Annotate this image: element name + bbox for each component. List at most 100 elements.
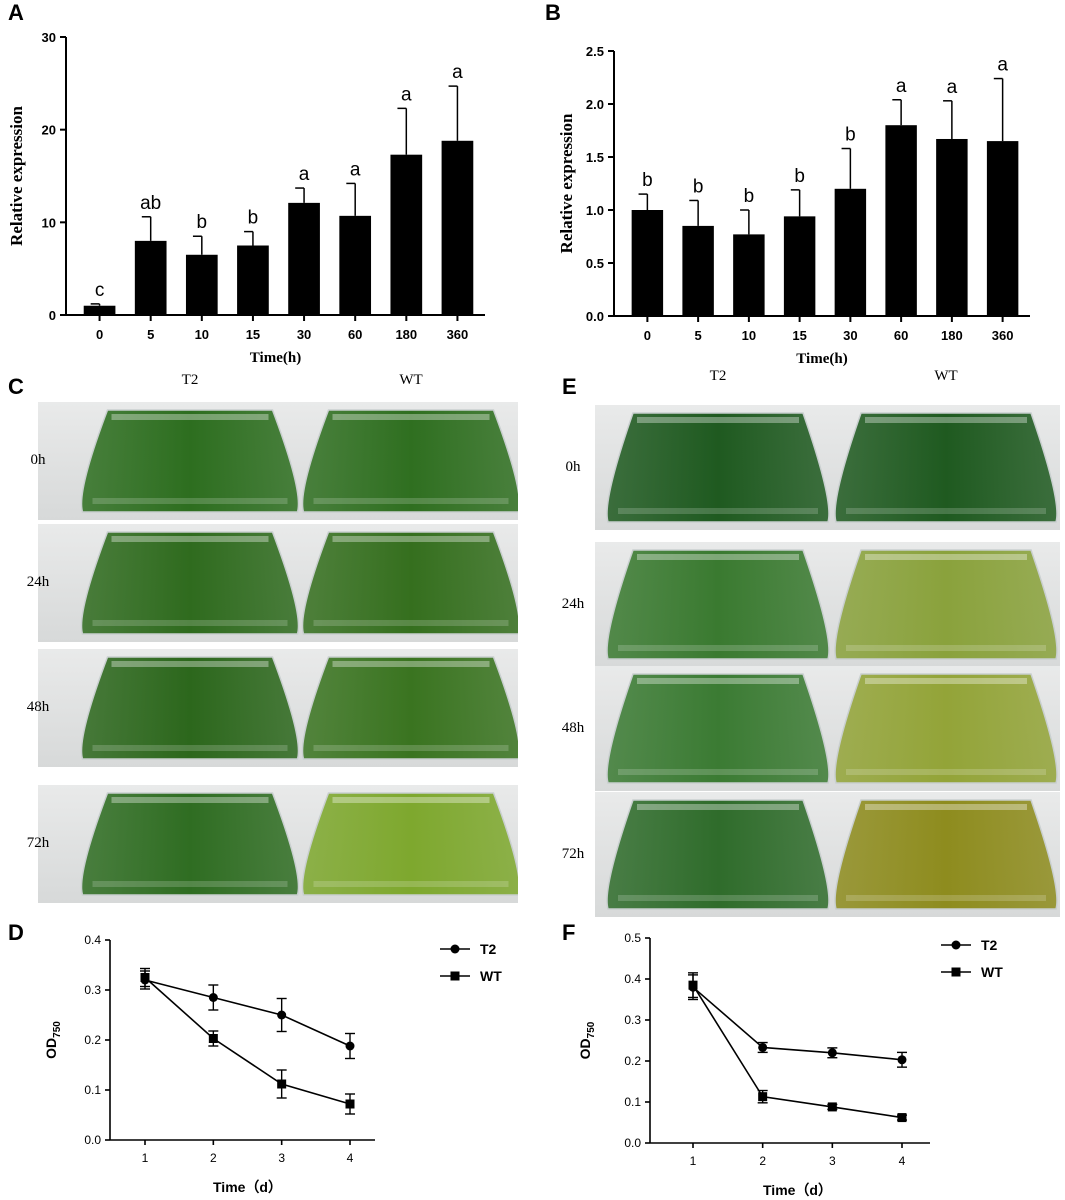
x-tick-label: 360 <box>992 328 1014 343</box>
flask-culture-t2 <box>606 673 830 784</box>
data-point-square <box>140 973 150 982</box>
flask-meniscus <box>332 414 490 420</box>
x-tick-label: 3 <box>278 1151 285 1165</box>
significance-letter: b <box>642 170 653 191</box>
legend-label: WT <box>981 964 1003 980</box>
flask-pair-48h <box>80 656 518 760</box>
flask-pair-48h <box>606 673 1058 784</box>
photo-panel-e: T2 WT 0h 24h 48h 72h <box>555 368 1065 917</box>
y-tick-label: 1.0 <box>586 203 604 218</box>
x-tick-label: 5 <box>695 328 702 343</box>
flask-culture-wt <box>834 799 1058 910</box>
photo-row-72h <box>38 785 518 903</box>
significance-letter: a <box>947 77 958 98</box>
y-axis-label: OD750 <box>43 1021 63 1059</box>
flask-culture-t2 <box>606 412 830 523</box>
column-label-wt: WT <box>934 368 958 384</box>
legend-marker-square <box>951 967 961 977</box>
legend-label: T2 <box>480 941 497 957</box>
y-tick-label: 0.0 <box>624 1136 641 1150</box>
y-tick-label: 0.1 <box>624 1095 641 1109</box>
significance-letter: a <box>997 55 1008 76</box>
x-tick-label: 1 <box>142 1151 149 1165</box>
data-point-circle <box>208 993 218 1002</box>
panel-letter-b: B <box>545 0 561 25</box>
flask-culture-wt <box>834 412 1058 523</box>
flask-culture-t2 <box>80 409 300 513</box>
flask-reflection <box>92 498 288 504</box>
photo-row-0h <box>595 405 1060 530</box>
bar <box>339 215 372 315</box>
y-tick-label: 0.3 <box>624 1013 641 1027</box>
significance-letter: b <box>248 208 259 229</box>
bar <box>390 154 423 315</box>
row-label-72h: 72h <box>26 835 50 851</box>
y-tick-label: 10 <box>42 215 56 230</box>
flask-culture-t2 <box>80 531 300 635</box>
significance-letter: b <box>197 212 208 233</box>
x-tick-label: 3 <box>829 1154 836 1168</box>
bar <box>83 305 116 315</box>
significance-letter: c <box>95 280 105 301</box>
photo-row-72h <box>595 792 1060 917</box>
y-tick-label: 2.5 <box>586 44 604 59</box>
flask-reflection <box>846 508 1046 514</box>
bar <box>936 138 968 316</box>
x-tick-label: 180 <box>395 327 417 342</box>
flask-reflection <box>313 498 509 504</box>
flask-meniscus <box>332 661 490 667</box>
photo-row-48h <box>38 649 518 767</box>
y-tick-label: 0 <box>49 308 56 323</box>
bar <box>185 254 218 315</box>
y-axis-label: Relative expression <box>557 113 576 253</box>
flask-reflection <box>618 645 818 651</box>
flask-meniscus <box>637 678 799 684</box>
y-tick-label: 30 <box>42 30 56 45</box>
data-point-square <box>897 1113 907 1123</box>
data-point-square <box>208 1034 218 1043</box>
photo-row-24h <box>595 542 1060 667</box>
flask-reflection <box>313 745 509 751</box>
x-tick-label: 30 <box>297 327 311 342</box>
bar <box>885 125 917 316</box>
data-point-square <box>758 1092 768 1102</box>
panel-letter-a: A <box>8 0 24 25</box>
flask-reflection <box>618 508 818 514</box>
legend-marker-circle <box>450 944 460 954</box>
panel-letter-e: E <box>562 374 577 399</box>
flask-reflection <box>846 769 1046 775</box>
flask-reflection <box>313 620 509 626</box>
legend-label: T2 <box>981 937 998 953</box>
y-tick-label: 0.2 <box>624 1054 641 1068</box>
series-line-t2 <box>144 979 351 1047</box>
bar <box>834 188 867 316</box>
y-tick-label: 20 <box>42 123 56 138</box>
flask-meniscus <box>111 797 269 803</box>
flask-meniscus <box>332 536 490 542</box>
flask-meniscus <box>332 797 490 803</box>
flask-reflection <box>92 745 288 751</box>
y-axis-label-subscript: 750 <box>586 1021 597 1038</box>
photo-row-48h <box>595 666 1060 791</box>
flask-culture-t2 <box>80 656 300 760</box>
flask-reflection <box>846 645 1046 651</box>
legend-marker-square <box>450 971 460 981</box>
series-line-wt <box>692 984 903 1119</box>
bar <box>237 245 269 315</box>
flask-meniscus <box>637 804 799 810</box>
y-axis-label: Relative expression <box>7 105 26 245</box>
x-tick-label: 2 <box>759 1154 766 1168</box>
y-tick-label: 0.0 <box>586 309 604 324</box>
series-line-t2 <box>692 986 903 1061</box>
flask-pair-72h <box>606 799 1058 910</box>
photo-row-24h <box>38 524 518 642</box>
y-tick-label: 0.0 <box>84 1133 101 1147</box>
bar <box>783 216 816 316</box>
flask-pair-0h <box>606 412 1058 523</box>
y-tick-label: 0.5 <box>624 931 641 945</box>
x-tick-label: 15 <box>792 328 806 343</box>
x-tick-label: 10 <box>195 327 209 342</box>
flask-meniscus <box>865 554 1027 560</box>
row-label-24h: 24h <box>561 595 585 612</box>
bar-chart-b: 0.0 0.5 1.0 1.5 2.0 2.5 b 0 b 5 b 10 b 15 b 30 a 60 a 180 a 3… <box>557 44 1030 367</box>
